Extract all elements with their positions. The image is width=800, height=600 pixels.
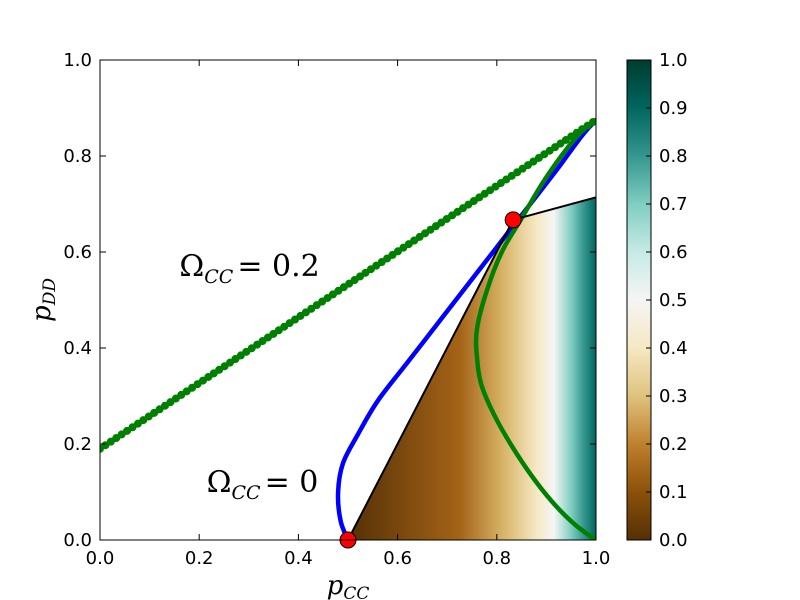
colorbar-tick-label: 0.8	[659, 146, 688, 167]
y-tick-label: 0.4	[63, 338, 92, 359]
heatmap-region	[348, 197, 596, 540]
plot-frame	[99, 59, 597, 541]
annotation-0: ΩCC = 0.2	[179, 249, 319, 288]
colorbar-tick-label: 0.6	[659, 242, 688, 263]
colorbar-tick-label: 0.9	[659, 98, 688, 119]
x-tick-label: 0.8	[482, 548, 511, 569]
colorbar-tick-label: 0.5	[659, 290, 688, 311]
y-tick-label: 0.0	[63, 530, 92, 551]
annotation-1: ΩCC = 0	[207, 465, 319, 504]
colorbar-tick-label: 0.1	[659, 482, 688, 503]
y-tick-label: 0.6	[63, 242, 92, 263]
colorbar-tick-label: 0.7	[659, 194, 688, 215]
y-axis: 0.0 0.2 0.4 0.6 0.8 1.0	[63, 50, 596, 551]
y-axis-label: pDD	[27, 278, 60, 322]
y-tick-label: 0.2	[63, 434, 92, 455]
colorbar-tick-label: 1.0	[659, 50, 688, 71]
y-tick-label: 0.8	[63, 146, 92, 167]
x-tick-label: 0.6	[383, 548, 412, 569]
x-tick-label: 0.4	[284, 548, 313, 569]
y-tick-label: 1.0	[63, 50, 92, 71]
colorbar: 0.0 0.1 0.2 0.3 0.4 0.5 0.6 0.7 0.8 0.9 1.0	[626, 50, 688, 551]
colorbar-tick-label: 0.4	[659, 338, 688, 359]
colorbar-tick-label: 0.3	[659, 386, 688, 407]
annotations: ΩCC = 0.2 ΩCC = 0	[179, 249, 319, 504]
colorbar-tick-label: 0.0	[659, 530, 688, 551]
series-line-1	[473, 117, 596, 540]
x-tick-label: 0.0	[86, 548, 115, 569]
colorbar-tick-label: 0.2	[659, 434, 688, 455]
marker-point-1	[504, 211, 522, 229]
series-markers-2	[100, 116, 596, 453]
series-line-0	[335, 117, 596, 540]
x-tick-label: 0.2	[185, 548, 214, 569]
x-axis-label: pCC	[327, 571, 370, 600]
x-tick-label: 1.0	[582, 548, 611, 569]
x-axis: 0.0 0.2 0.4 0.6 0.8 1.0	[86, 60, 611, 569]
plot-area	[99, 59, 597, 549]
